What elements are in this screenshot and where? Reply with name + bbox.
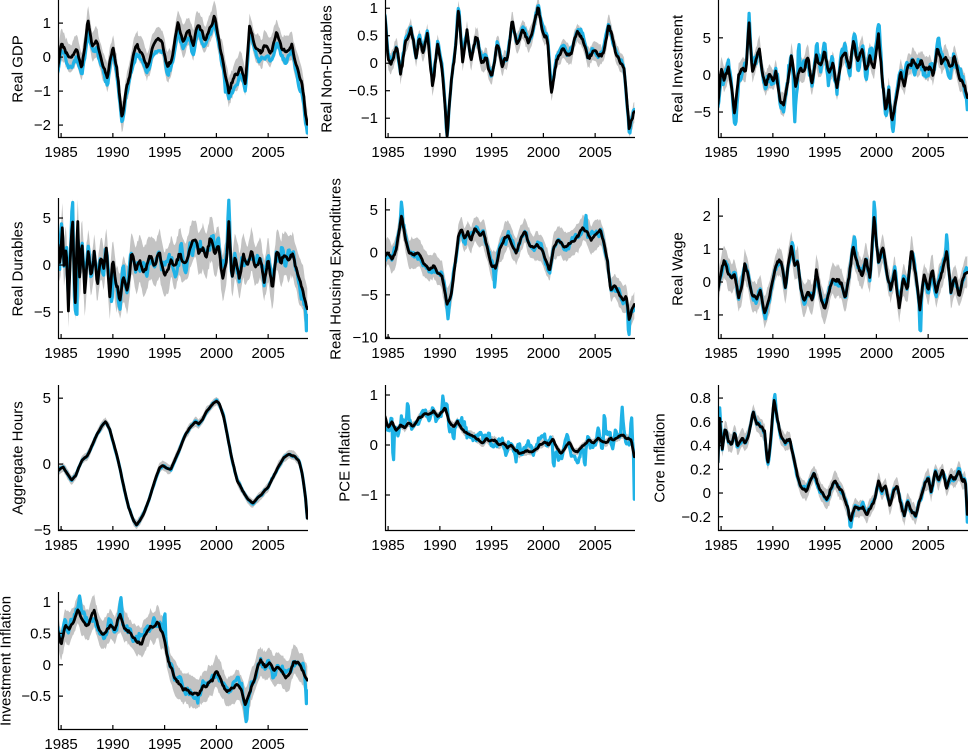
y-tick-label: 5 bbox=[43, 390, 51, 407]
x-tick-label: 1990 bbox=[96, 345, 129, 362]
x-tick-label: 1990 bbox=[423, 144, 456, 161]
y-tick-label: −0.2 bbox=[681, 509, 711, 526]
y-tick-label: 5 bbox=[703, 30, 711, 47]
y-tick-label: −5 bbox=[34, 304, 51, 321]
y-tick-label: 0.4 bbox=[690, 438, 711, 455]
x-tick-label: 1985 bbox=[44, 345, 77, 362]
y-tick-label: 0 bbox=[43, 49, 51, 66]
x-tick-label: 2000 bbox=[860, 537, 893, 554]
x-tick-label: 2005 bbox=[578, 144, 611, 161]
x-tick-label: 2005 bbox=[911, 345, 944, 362]
y-tick-label: 0.5 bbox=[357, 28, 378, 45]
x-tick-label: 1990 bbox=[756, 537, 789, 554]
x-tick-label: 1995 bbox=[475, 345, 508, 362]
y-tick-label: 5 bbox=[370, 202, 378, 219]
y-tick-label: 0 bbox=[370, 55, 378, 72]
x-tick-label: 1990 bbox=[423, 537, 456, 554]
y-tick-label: −1 bbox=[361, 110, 378, 127]
y-tick-label: 0 bbox=[370, 437, 378, 454]
y-tick-label: −2 bbox=[34, 117, 51, 134]
y-tick-label: −1 bbox=[694, 307, 711, 324]
x-tick-label: 2000 bbox=[527, 537, 560, 554]
y-tick-label: 5 bbox=[43, 210, 51, 227]
y-tick-label: 0 bbox=[43, 257, 51, 274]
y-tick-label: 1 bbox=[370, 0, 378, 17]
y-tick-label: 0 bbox=[43, 456, 51, 473]
x-tick-label: 1985 bbox=[371, 144, 404, 161]
x-tick-label: 1995 bbox=[148, 736, 181, 750]
y-tick-label: −5 bbox=[361, 287, 378, 304]
y-tick-label: −0.5 bbox=[348, 83, 378, 100]
x-tick-label: 1985 bbox=[704, 345, 737, 362]
x-tick-label: 1995 bbox=[808, 345, 841, 362]
x-tick-label: 1985 bbox=[704, 144, 737, 161]
x-tick-label: 1985 bbox=[371, 537, 404, 554]
x-tick-label: 2005 bbox=[251, 537, 284, 554]
x-tick-label: 2000 bbox=[200, 345, 233, 362]
x-tick-label: 1995 bbox=[148, 144, 181, 161]
x-tick-label: 2000 bbox=[200, 537, 233, 554]
x-tick-label: 1990 bbox=[756, 345, 789, 362]
y-tick-label: −5 bbox=[34, 522, 51, 539]
y-tick-label: −5 bbox=[694, 104, 711, 121]
y-tick-label: −1 bbox=[361, 487, 378, 504]
x-tick-label: 1995 bbox=[148, 345, 181, 362]
y-tick-label: 0 bbox=[703, 485, 711, 502]
y-tick-label: 1 bbox=[43, 15, 51, 32]
y-tick-label: 0.6 bbox=[690, 414, 711, 431]
y-tick-label: 0.5 bbox=[30, 625, 51, 642]
x-tick-label: 2005 bbox=[251, 736, 284, 750]
x-tick-label: 2000 bbox=[860, 345, 893, 362]
y-tick-label: 0.8 bbox=[690, 390, 711, 407]
y-tick-label: 2 bbox=[703, 208, 711, 225]
x-tick-label: 1990 bbox=[96, 537, 129, 554]
x-tick-label: 2000 bbox=[860, 144, 893, 161]
x-tick-label: 1985 bbox=[44, 537, 77, 554]
y-tick-label: 0.2 bbox=[690, 461, 711, 478]
x-tick-label: 2005 bbox=[578, 537, 611, 554]
x-tick-label: 1995 bbox=[475, 537, 508, 554]
y-tick-label: −1 bbox=[34, 83, 51, 100]
x-tick-label: 1990 bbox=[96, 736, 129, 750]
x-tick-label: 2005 bbox=[911, 537, 944, 554]
x-tick-label: 1995 bbox=[808, 144, 841, 161]
x-tick-label: 1990 bbox=[96, 144, 129, 161]
y-tick-label: 0 bbox=[703, 67, 711, 84]
x-tick-label: 2005 bbox=[251, 144, 284, 161]
x-tick-label: 1990 bbox=[756, 144, 789, 161]
x-tick-label: 1985 bbox=[704, 537, 737, 554]
x-tick-label: 2000 bbox=[527, 144, 560, 161]
x-tick-label: 1990 bbox=[423, 345, 456, 362]
y-tick-label: 1 bbox=[43, 594, 51, 611]
y-tick-label: 0 bbox=[703, 274, 711, 291]
y-tick-label: 0 bbox=[370, 244, 378, 261]
x-tick-label: 1995 bbox=[475, 144, 508, 161]
x-tick-label: 2005 bbox=[251, 345, 284, 362]
y-tick-label: −0.5 bbox=[21, 688, 51, 705]
x-tick-label: 2000 bbox=[200, 736, 233, 750]
y-tick-label: 1 bbox=[370, 387, 378, 404]
x-tick-label: 1985 bbox=[371, 345, 404, 362]
y-tick-label: 1 bbox=[703, 241, 711, 258]
x-tick-label: 1995 bbox=[148, 537, 181, 554]
x-tick-label: 1995 bbox=[808, 537, 841, 554]
y-tick-label: −10 bbox=[353, 329, 378, 346]
x-tick-label: 1985 bbox=[44, 144, 77, 161]
x-tick-label: 2000 bbox=[200, 144, 233, 161]
x-tick-label: 2000 bbox=[527, 345, 560, 362]
x-tick-label: 2005 bbox=[578, 345, 611, 362]
x-tick-label: 2005 bbox=[911, 144, 944, 161]
y-tick-label: 0 bbox=[43, 657, 51, 674]
x-tick-label: 1985 bbox=[44, 736, 77, 750]
